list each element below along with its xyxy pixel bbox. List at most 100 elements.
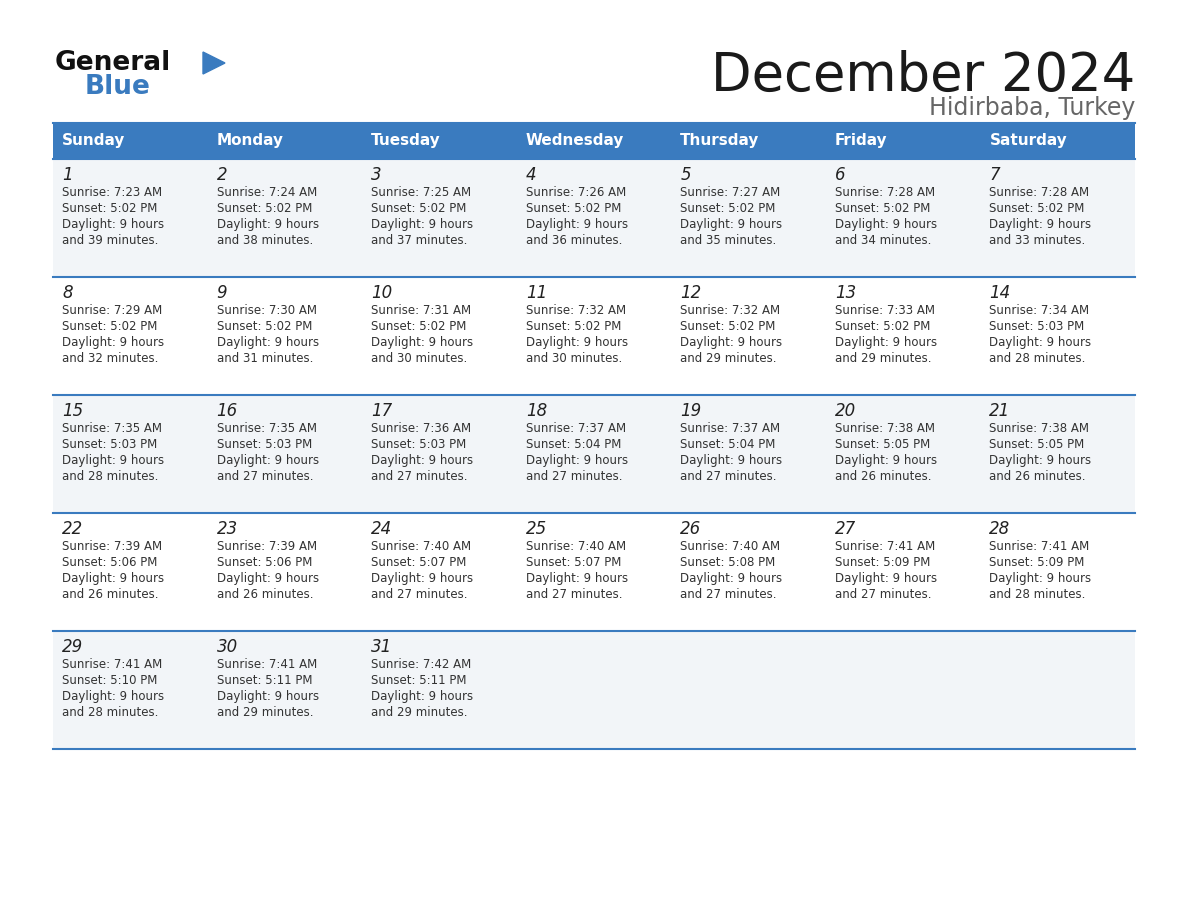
Text: 22: 22 (62, 520, 83, 538)
Text: and 27 minutes.: and 27 minutes. (835, 588, 931, 601)
Text: Sunrise: 7:32 AM: Sunrise: 7:32 AM (526, 304, 626, 317)
Text: 25: 25 (526, 520, 546, 538)
Text: Sunset: 5:02 PM: Sunset: 5:02 PM (371, 202, 467, 215)
Text: Sunset: 5:02 PM: Sunset: 5:02 PM (62, 320, 157, 333)
Text: and 29 minutes.: and 29 minutes. (371, 706, 468, 719)
Text: Daylight: 9 hours: Daylight: 9 hours (526, 336, 627, 349)
Text: Daylight: 9 hours: Daylight: 9 hours (835, 218, 937, 231)
Text: 10: 10 (371, 284, 392, 302)
Text: Sunset: 5:08 PM: Sunset: 5:08 PM (681, 556, 776, 569)
Text: and 27 minutes.: and 27 minutes. (371, 588, 468, 601)
Text: 31: 31 (371, 638, 392, 656)
Text: and 28 minutes.: and 28 minutes. (62, 470, 158, 483)
Text: and 27 minutes.: and 27 minutes. (681, 588, 777, 601)
Text: Sunrise: 7:40 AM: Sunrise: 7:40 AM (526, 540, 626, 553)
Text: Sunset: 5:03 PM: Sunset: 5:03 PM (62, 438, 157, 451)
Text: Sunset: 5:07 PM: Sunset: 5:07 PM (526, 556, 621, 569)
Text: and 27 minutes.: and 27 minutes. (526, 470, 623, 483)
Text: 12: 12 (681, 284, 702, 302)
Text: Sunset: 5:02 PM: Sunset: 5:02 PM (681, 320, 776, 333)
Bar (980, 123, 1135, 159)
Text: 20: 20 (835, 402, 857, 420)
Text: 1: 1 (62, 166, 72, 184)
Bar (53, 395, 1135, 513)
Text: 29: 29 (62, 638, 83, 656)
Text: Sunrise: 7:35 AM: Sunrise: 7:35 AM (62, 422, 162, 435)
Text: Daylight: 9 hours: Daylight: 9 hours (62, 336, 164, 349)
Text: Sunset: 5:03 PM: Sunset: 5:03 PM (990, 320, 1085, 333)
Text: 6: 6 (835, 166, 846, 184)
Text: Sunrise: 7:37 AM: Sunrise: 7:37 AM (681, 422, 781, 435)
Text: Sunset: 5:09 PM: Sunset: 5:09 PM (835, 556, 930, 569)
Text: Sunrise: 7:28 AM: Sunrise: 7:28 AM (990, 186, 1089, 199)
Text: Sunrise: 7:35 AM: Sunrise: 7:35 AM (216, 422, 316, 435)
Text: 13: 13 (835, 284, 857, 302)
Text: and 29 minutes.: and 29 minutes. (835, 352, 931, 365)
Text: Daylight: 9 hours: Daylight: 9 hours (371, 454, 473, 467)
Text: Sunrise: 7:36 AM: Sunrise: 7:36 AM (371, 422, 472, 435)
Text: and 29 minutes.: and 29 minutes. (681, 352, 777, 365)
Text: 16: 16 (216, 402, 238, 420)
Text: Sunrise: 7:23 AM: Sunrise: 7:23 AM (62, 186, 162, 199)
Bar (208, 123, 362, 159)
Text: Sunset: 5:06 PM: Sunset: 5:06 PM (216, 556, 312, 569)
Text: Daylight: 9 hours: Daylight: 9 hours (216, 690, 318, 703)
Text: Daylight: 9 hours: Daylight: 9 hours (681, 336, 783, 349)
Text: 19: 19 (681, 402, 702, 420)
Bar (826, 123, 980, 159)
Text: Sunset: 5:03 PM: Sunset: 5:03 PM (371, 438, 467, 451)
Text: Daylight: 9 hours: Daylight: 9 hours (62, 454, 164, 467)
Text: Sunset: 5:02 PM: Sunset: 5:02 PM (835, 202, 930, 215)
Bar (53, 513, 1135, 631)
Text: Daylight: 9 hours: Daylight: 9 hours (835, 454, 937, 467)
Text: Sunrise: 7:41 AM: Sunrise: 7:41 AM (216, 658, 317, 671)
Text: Sunset: 5:04 PM: Sunset: 5:04 PM (681, 438, 776, 451)
Text: 18: 18 (526, 402, 546, 420)
Text: Sunrise: 7:41 AM: Sunrise: 7:41 AM (835, 540, 935, 553)
Text: Sunset: 5:11 PM: Sunset: 5:11 PM (371, 674, 467, 687)
Polygon shape (203, 52, 225, 74)
Text: Daylight: 9 hours: Daylight: 9 hours (526, 218, 627, 231)
Text: Sunset: 5:02 PM: Sunset: 5:02 PM (216, 320, 312, 333)
Text: 11: 11 (526, 284, 546, 302)
Text: and 31 minutes.: and 31 minutes. (216, 352, 312, 365)
Text: and 28 minutes.: and 28 minutes. (62, 706, 158, 719)
Text: and 36 minutes.: and 36 minutes. (526, 234, 623, 247)
Bar (517, 123, 671, 159)
Text: Daylight: 9 hours: Daylight: 9 hours (216, 218, 318, 231)
Text: Sunrise: 7:32 AM: Sunrise: 7:32 AM (681, 304, 781, 317)
Text: Daylight: 9 hours: Daylight: 9 hours (990, 218, 1092, 231)
Text: 14: 14 (990, 284, 1011, 302)
Text: December 2024: December 2024 (710, 50, 1135, 102)
Text: Sunrise: 7:38 AM: Sunrise: 7:38 AM (990, 422, 1089, 435)
Bar (53, 277, 1135, 395)
Text: and 26 minutes.: and 26 minutes. (62, 588, 158, 601)
Bar (362, 123, 517, 159)
Text: and 29 minutes.: and 29 minutes. (216, 706, 314, 719)
Text: Sunrise: 7:28 AM: Sunrise: 7:28 AM (835, 186, 935, 199)
Bar (53, 123, 208, 159)
Text: and 28 minutes.: and 28 minutes. (990, 588, 1086, 601)
Text: Sunrise: 7:40 AM: Sunrise: 7:40 AM (681, 540, 781, 553)
Text: and 32 minutes.: and 32 minutes. (62, 352, 158, 365)
Text: 9: 9 (216, 284, 227, 302)
Text: 30: 30 (216, 638, 238, 656)
Text: 21: 21 (990, 402, 1011, 420)
Text: Sunset: 5:11 PM: Sunset: 5:11 PM (216, 674, 312, 687)
Text: 7: 7 (990, 166, 1000, 184)
Text: Sunrise: 7:27 AM: Sunrise: 7:27 AM (681, 186, 781, 199)
Text: 8: 8 (62, 284, 72, 302)
Text: Hidirbaba, Turkey: Hidirbaba, Turkey (929, 96, 1135, 120)
Bar (53, 631, 1135, 749)
Text: Daylight: 9 hours: Daylight: 9 hours (371, 690, 473, 703)
Text: Sunrise: 7:40 AM: Sunrise: 7:40 AM (371, 540, 472, 553)
Text: Sunrise: 7:24 AM: Sunrise: 7:24 AM (216, 186, 317, 199)
Text: Daylight: 9 hours: Daylight: 9 hours (371, 218, 473, 231)
Text: 3: 3 (371, 166, 381, 184)
Text: Blue: Blue (86, 74, 151, 100)
Text: and 27 minutes.: and 27 minutes. (371, 470, 468, 483)
Bar (53, 159, 1135, 277)
Text: Daylight: 9 hours: Daylight: 9 hours (216, 336, 318, 349)
Text: and 27 minutes.: and 27 minutes. (526, 588, 623, 601)
Text: Daylight: 9 hours: Daylight: 9 hours (835, 336, 937, 349)
